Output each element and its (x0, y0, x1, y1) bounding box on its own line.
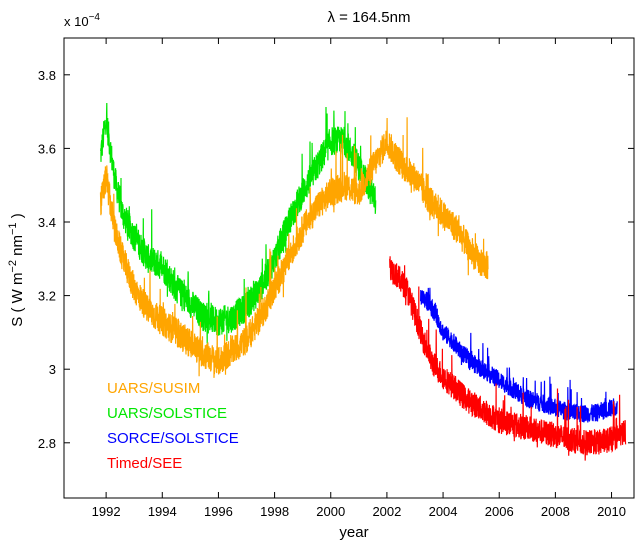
series-line-uars-susim (99, 117, 489, 378)
series-line-uars-solstice (99, 102, 377, 344)
y-axis-label: S ( W m−2 nm−1 ) (7, 213, 26, 326)
legend: UARS/SUSIM UARS/SOLSTICE SORCE/SOLSTICE Tim… (107, 380, 239, 472)
x-tick-label: 1998 (260, 504, 289, 519)
x-tick-label: 2004 (429, 504, 458, 519)
x-tick-label: 2010 (597, 504, 626, 519)
x-axis-label: year (339, 524, 368, 541)
x-tick-label: 2002 (372, 504, 401, 519)
y-tick-label: 3.8 (38, 68, 56, 83)
y-tick-label: 3.6 (38, 141, 56, 156)
x-tick-label: 1996 (204, 504, 233, 519)
x-tick-label: 1994 (148, 504, 177, 519)
y-tick-label: 3.4 (38, 215, 56, 230)
x-tick-label: 2008 (541, 504, 570, 519)
y-tick-label: 3.2 (38, 289, 56, 304)
y-tick-label: 2.8 (38, 436, 56, 451)
legend-entry-sorce-solstice: SORCE/SOLSTICE (107, 430, 239, 447)
series-layer (99, 102, 627, 461)
y-axis-multiplier: x 10−4 (64, 12, 100, 29)
legend-entry-timed-see: Timed/SEE (107, 455, 182, 472)
legend-entry-uars-susim: UARS/SUSIM (107, 380, 200, 397)
series-line-sorce-solstice (420, 287, 618, 423)
plot-frame (63, 37, 635, 499)
axes-layer: 1992 1994 1996 1998 2000 2002 2004 2006 2008 2010… (38, 37, 635, 519)
x-tick-label: 2000 (316, 504, 345, 519)
x-tick-label: 2006 (485, 504, 514, 519)
x-tick-label: 1992 (92, 504, 121, 519)
y-tick-label: 3 (49, 362, 56, 377)
series-line-timed-see (389, 256, 627, 461)
legend-entry-uars-solstice: UARS/SOLSTICE (107, 405, 227, 422)
chart-title: λ = 164.5nm (328, 9, 411, 26)
